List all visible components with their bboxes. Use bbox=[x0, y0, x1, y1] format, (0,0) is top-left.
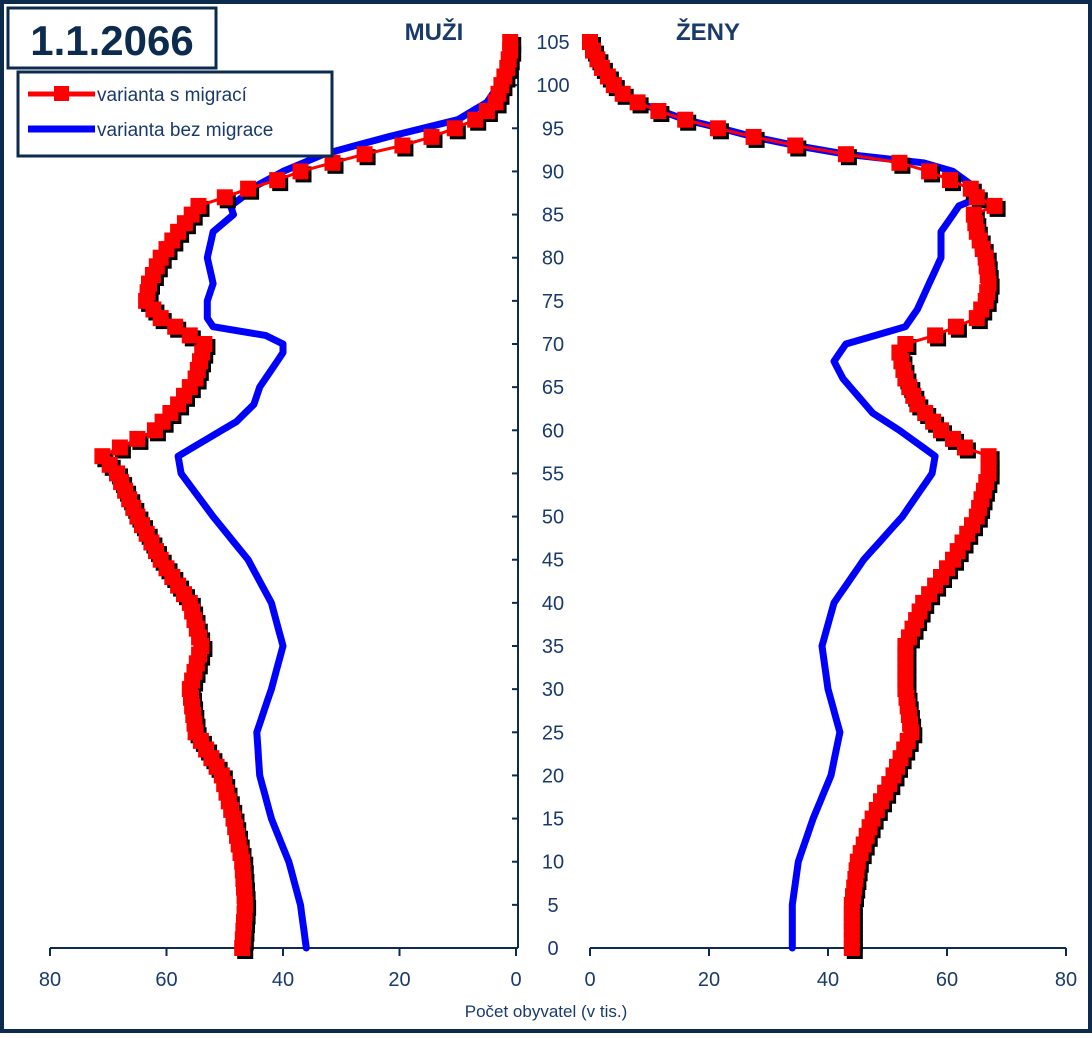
age-tick-label: 70 bbox=[542, 334, 564, 356]
women-migration-marker bbox=[986, 197, 1003, 214]
age-tick-label: 35 bbox=[542, 636, 564, 658]
age-tick-label: 0 bbox=[547, 938, 558, 960]
women-migration-marker bbox=[650, 103, 667, 119]
women-migration-marker bbox=[787, 137, 804, 154]
women-migration-marker bbox=[897, 336, 914, 352]
women-x-tick-label: 40 bbox=[817, 969, 839, 991]
men-x-tick-label: 80 bbox=[39, 969, 61, 991]
women-migration-marker bbox=[947, 318, 964, 335]
legend-label-migration: varianta s migrací bbox=[97, 85, 248, 106]
age-tick-label: 30 bbox=[542, 679, 564, 701]
age-tick-label: 40 bbox=[542, 593, 564, 615]
x-axis-label: Počet obyvatel (v tis.) bbox=[465, 1002, 628, 1021]
legend-marker-migration bbox=[54, 86, 69, 101]
age-tick-label: 100 bbox=[536, 75, 569, 97]
age-tick-label: 65 bbox=[542, 377, 564, 399]
women-migration-marker bbox=[837, 146, 854, 163]
women-migration-marker bbox=[921, 163, 938, 180]
men-x-tick-label: 20 bbox=[388, 969, 410, 991]
age-tick-label: 45 bbox=[542, 550, 564, 572]
age-tick-label: 75 bbox=[542, 291, 564, 313]
men-migration-marker bbox=[446, 120, 463, 137]
age-tick-label: 80 bbox=[542, 248, 564, 270]
women-migration-marker bbox=[677, 111, 694, 128]
women-x-tick-label: 20 bbox=[698, 969, 720, 991]
men-migration-marker bbox=[502, 34, 519, 50]
men-migration-marker bbox=[240, 180, 257, 197]
women-migration-marker bbox=[709, 120, 726, 137]
age-tick-label: 25 bbox=[542, 722, 564, 744]
men-x-tick-label: 60 bbox=[155, 969, 177, 991]
women-migration-marker bbox=[965, 206, 982, 223]
series-layer bbox=[94, 34, 1006, 959]
women-migration-marker bbox=[942, 172, 958, 189]
men-migration-marker bbox=[356, 146, 373, 163]
age-tick-label: 20 bbox=[542, 765, 564, 787]
age-tick-label: 50 bbox=[542, 507, 564, 529]
date-title-box bbox=[6, 6, 218, 70]
men-migration-marker bbox=[423, 128, 440, 145]
women-migration-marker bbox=[980, 448, 997, 465]
men-migration-marker bbox=[129, 430, 146, 447]
age-tick-label: 105 bbox=[536, 32, 569, 54]
women-migration-marker bbox=[745, 128, 762, 145]
legend-box bbox=[16, 70, 334, 158]
men-panel-label: MUŽI bbox=[405, 18, 464, 46]
age-tick-label: 15 bbox=[542, 809, 564, 831]
women-x-tick-label: 80 bbox=[1055, 969, 1077, 991]
legend-label-no-migration: varianta bez migrace bbox=[97, 120, 273, 141]
men-migration-marker bbox=[111, 439, 128, 456]
women-migration-marker bbox=[582, 34, 598, 50]
men-migration-marker bbox=[94, 448, 111, 465]
age-tick-label: 90 bbox=[542, 161, 564, 183]
women-migration-marker bbox=[927, 327, 944, 344]
men-migration-marker bbox=[167, 318, 184, 335]
age-tick-label: 55 bbox=[542, 463, 564, 485]
men-x-tick-label: 0 bbox=[510, 969, 521, 991]
women-migration-marker bbox=[629, 94, 646, 111]
men-migration-marker bbox=[196, 336, 213, 352]
age-tick-label: 95 bbox=[542, 118, 564, 140]
age-tick-label: 5 bbox=[547, 895, 558, 917]
men-migration-marker bbox=[181, 327, 198, 344]
women-x-tick-label: 0 bbox=[584, 969, 595, 991]
women-x-tick-label: 60 bbox=[936, 969, 958, 991]
legend: varianta s migrací varianta bez migrace bbox=[16, 70, 334, 158]
age-tick-label: 85 bbox=[542, 205, 564, 227]
age-tick-label: 10 bbox=[542, 852, 564, 874]
age-tick-label: 60 bbox=[542, 420, 564, 442]
men-migration-marker bbox=[216, 189, 233, 206]
axes-layer: 80 60 40 20 0 0 20 40 60 80 0 5 10 15 20 25 30 35 40 45 50 55… bbox=[39, 32, 1077, 991]
men-migration-marker bbox=[292, 163, 309, 180]
women-migration-marker bbox=[891, 154, 908, 171]
women-panel-label: ŽENY bbox=[676, 18, 740, 46]
men-x-tick-label: 40 bbox=[272, 969, 294, 991]
men-migration-marker bbox=[269, 172, 286, 189]
women-migration-marker bbox=[962, 180, 979, 197]
men-migration-marker bbox=[324, 154, 341, 171]
men-migration-marker bbox=[394, 137, 411, 154]
chart-title: 1.1.2066 bbox=[30, 17, 194, 64]
men-migration-marker bbox=[190, 197, 207, 214]
